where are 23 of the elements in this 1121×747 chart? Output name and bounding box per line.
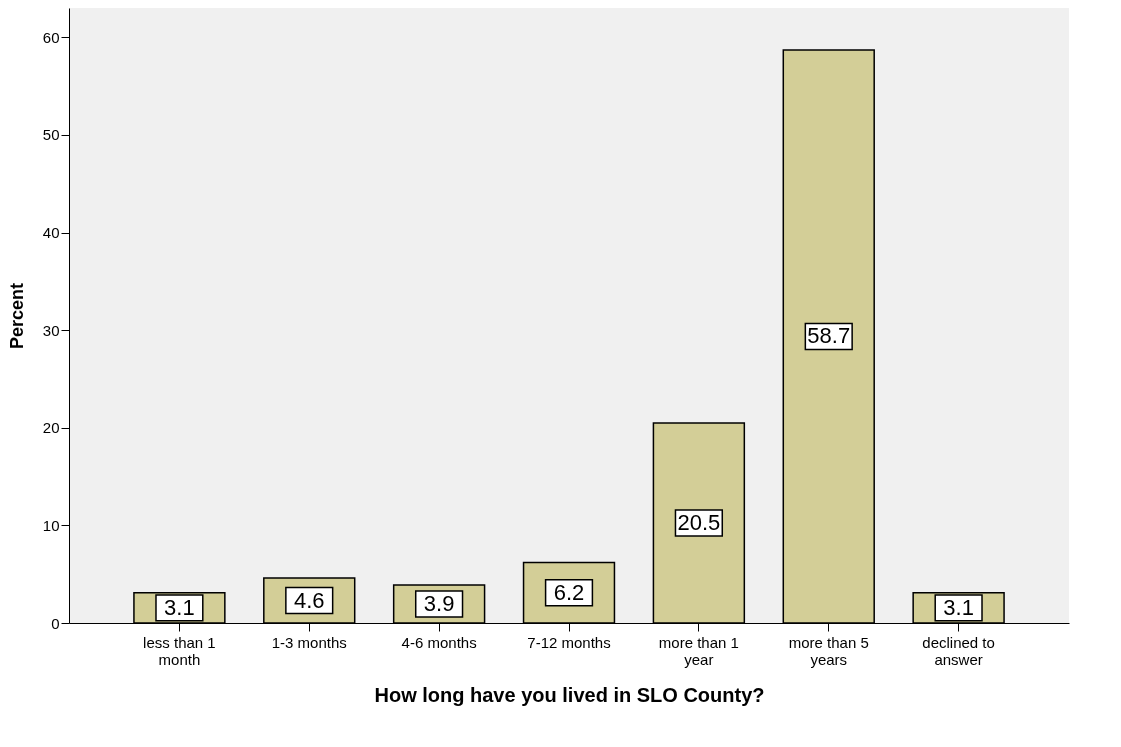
y-tick-label: 10 — [42, 516, 60, 534]
x-tick-label: more than 5 years — [788, 633, 869, 668]
x-tick-label: more than 1 year — [658, 633, 739, 668]
data-label: 3.9 — [423, 590, 455, 616]
y-tick-label: 60 — [42, 28, 60, 46]
x-tick-label: 4-6 months — [401, 633, 477, 651]
data-label: 3.1 — [164, 594, 195, 620]
y-tick-label: 50 — [42, 126, 60, 144]
y-tick-label: 0 — [51, 614, 60, 632]
x-tick-label: 1-3 months — [271, 633, 347, 651]
x-axis-title: How long have you lived in SLO County? — [374, 683, 765, 706]
y-tick-label: 30 — [42, 321, 60, 339]
y-tick-label: 40 — [42, 224, 60, 242]
y-tick-label: 20 — [42, 419, 60, 437]
x-tick-label: declined to answer — [922, 633, 995, 668]
x-tick-label: less than 1 month — [143, 633, 216, 668]
data-label: 3.1 — [943, 594, 974, 620]
data-label: 4.6 — [293, 587, 325, 613]
y-axis-title: Percent — [6, 282, 27, 350]
x-tick-label: 7-12 months — [527, 633, 611, 651]
data-label: 58.7 — [807, 323, 851, 349]
data-label: 6.2 — [553, 579, 585, 605]
data-label: 20.5 — [677, 509, 721, 535]
